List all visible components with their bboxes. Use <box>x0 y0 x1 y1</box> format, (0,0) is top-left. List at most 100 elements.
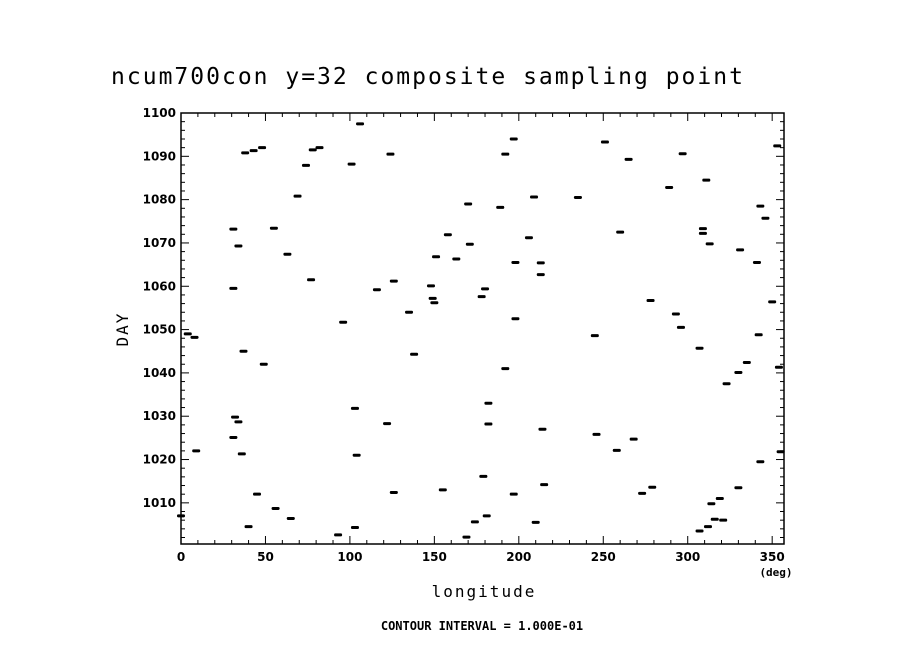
chart-title: ncum700con y=32 composite sampling point <box>111 64 745 90</box>
sampling-point <box>702 178 711 182</box>
x-axis: 0 50 100 150 200 250 300 350 <box>177 113 785 564</box>
sampling-point <box>234 244 243 248</box>
x-axis-label: longitude <box>432 582 537 601</box>
sampling-point <box>465 242 474 246</box>
sampling-point <box>241 151 250 155</box>
sampling-point <box>239 349 248 353</box>
sampling-point <box>754 333 763 337</box>
sampling-point <box>538 427 547 431</box>
sampling-point <box>698 227 707 231</box>
sampling-point <box>386 152 395 156</box>
sampling-point <box>452 257 461 261</box>
sampling-point <box>293 194 302 198</box>
y-tick-label: 1020 <box>143 453 176 467</box>
sampling-point <box>509 492 518 496</box>
sampling-point <box>676 325 685 329</box>
plot-frame <box>180 112 785 545</box>
sampling-point <box>756 204 765 208</box>
sampling-point <box>462 535 471 539</box>
sampling-point <box>678 152 687 156</box>
sampling-point <box>283 252 292 256</box>
sampling-point <box>464 202 473 206</box>
x-tick-label: 300 <box>675 550 700 564</box>
sampling-point <box>705 242 714 246</box>
y-axis-label: DAY <box>113 312 132 347</box>
sampling-point <box>540 483 549 487</box>
sampling-point <box>742 361 751 365</box>
sampling-point <box>736 248 745 252</box>
sampling-point <box>756 460 765 464</box>
sampling-point <box>258 146 267 150</box>
sampling-point <box>334 533 343 537</box>
sampling-point <box>426 284 435 288</box>
sampling-point <box>443 233 452 237</box>
sampling-point <box>624 157 633 161</box>
sampling-point <box>536 273 545 277</box>
sampling-point <box>229 286 238 290</box>
sampling-point <box>698 231 707 235</box>
sampling-point <box>482 514 491 518</box>
sampling-point <box>383 422 392 426</box>
sampling-point <box>773 144 782 148</box>
sampling-point <box>190 335 199 339</box>
y-tick-label: 1050 <box>143 323 176 337</box>
y-tick-label: 1060 <box>143 279 176 293</box>
sampling-point <box>501 152 510 156</box>
sampling-point <box>703 525 712 529</box>
sampling-point <box>229 227 238 231</box>
sampling-point <box>249 149 258 153</box>
sampling-point <box>183 332 192 336</box>
sampling-point <box>352 453 361 457</box>
sampling-point <box>428 296 437 300</box>
sampling-point <box>269 226 278 230</box>
sampling-point <box>372 288 381 292</box>
sampling-point <box>648 485 657 489</box>
x-tick-label: 250 <box>591 550 616 564</box>
sampling-point <box>511 317 520 321</box>
sampling-point <box>389 490 398 494</box>
sampling-point <box>484 422 493 426</box>
sampling-point <box>496 205 505 209</box>
sampling-point <box>479 474 488 478</box>
sampling-point <box>253 492 262 496</box>
contour-interval-note: CONTOUR INTERVAL = 1.000E-01 <box>381 619 583 633</box>
sampling-point <box>734 486 743 490</box>
sampling-point <box>259 362 268 366</box>
y-tick-label: 1090 <box>143 149 176 163</box>
sampling-point <box>629 437 638 441</box>
sampling-point <box>347 162 356 166</box>
sampling-point <box>432 255 441 259</box>
sampling-point <box>481 287 490 291</box>
x-tick-label: 100 <box>337 550 362 564</box>
sampling-point <box>590 334 599 338</box>
sampling-point <box>752 260 761 264</box>
sampling-point <box>612 448 621 452</box>
sampling-point <box>307 278 316 282</box>
sampling-point <box>350 526 359 530</box>
sampling-point <box>271 506 280 510</box>
sampling-point <box>524 236 533 240</box>
sampling-point <box>646 299 655 303</box>
sampling-point <box>477 295 486 299</box>
sampling-point <box>592 432 601 436</box>
sampling-point <box>638 491 647 495</box>
sampling-point <box>531 520 540 524</box>
sampling-point <box>438 488 447 492</box>
sampling-point <box>511 260 520 264</box>
sampling-point <box>350 406 359 410</box>
x-tick-label: 350 <box>760 550 785 564</box>
sampling-point <box>722 382 731 386</box>
sampling-point <box>410 352 419 356</box>
y-tick-label: 1100 <box>143 106 176 120</box>
sampling-point <box>405 310 414 314</box>
sampling-point <box>470 520 479 524</box>
sampling-point <box>671 312 680 316</box>
y-tick-label: 1080 <box>143 193 176 207</box>
sampling-point <box>536 261 545 265</box>
points-layer <box>177 122 785 539</box>
sampling-point <box>301 163 310 167</box>
sampling-point <box>734 370 743 374</box>
sampling-point <box>600 140 609 144</box>
sampling-point <box>339 320 348 324</box>
